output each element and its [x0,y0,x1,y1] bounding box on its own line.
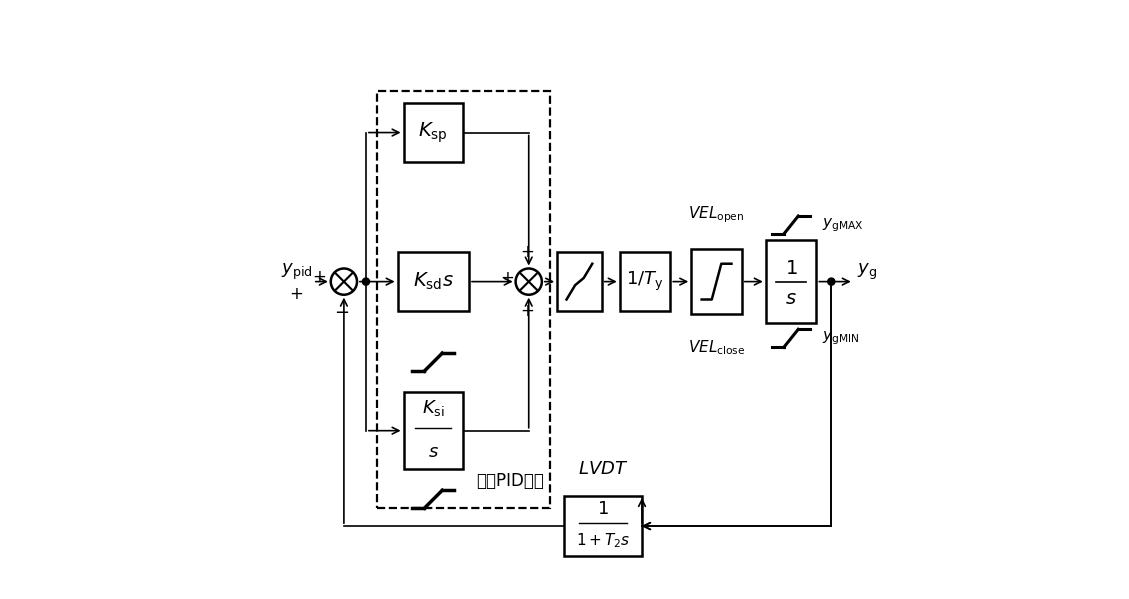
Text: $1$: $1$ [597,500,610,518]
Text: $+$: $+$ [520,243,535,261]
Text: $+$: $+$ [312,268,326,286]
Text: $+$: $+$ [520,302,535,320]
Bar [377,91,550,508]
Bar [564,496,642,556]
Text: 副环PID控制: 副环PID控制 [475,473,544,491]
Text: $VEL_{\rm open}$: $VEL_{\rm open}$ [689,204,745,225]
Text: $1+T_2s$: $1+T_2s$ [576,532,631,550]
Bar [397,252,470,311]
Circle shape [362,278,369,285]
Bar [620,252,671,311]
Text: $y_{\rm gMAX}$: $y_{\rm gMAX}$ [822,216,864,234]
Circle shape [828,278,834,285]
Text: $K_{\rm sp}$: $K_{\rm sp}$ [419,120,448,145]
Circle shape [331,268,357,295]
Bar [691,249,742,314]
Text: $VEL_{\rm close}$: $VEL_{\rm close}$ [688,338,745,357]
Bar [557,252,602,311]
Text: $1$: $1$ [785,259,797,278]
Text: $s$: $s$ [785,289,797,308]
Bar [403,392,463,470]
Text: $1/T_{\rm y}$: $1/T_{\rm y}$ [627,270,664,294]
Text: $y_{\rm pid}$: $y_{\rm pid}$ [281,262,313,282]
Text: $s$: $s$ [428,443,439,461]
Text: $-$: $-$ [334,302,349,320]
Text: $LVDT$: $LVDT$ [578,461,629,479]
Text: $+$: $+$ [289,285,304,302]
Text: $+$: $+$ [500,269,514,287]
Text: $K_{\rm si}$: $K_{\rm si}$ [422,398,445,418]
Circle shape [516,268,542,295]
Text: $y_{\rm g}$: $y_{\rm g}$ [857,262,877,282]
Bar [403,103,463,162]
Text: $K_{\rm sd}s$: $K_{\rm sd}s$ [413,271,454,292]
Text: $y_{\rm gMIN}$: $y_{\rm gMIN}$ [822,329,860,347]
Bar [765,240,816,323]
